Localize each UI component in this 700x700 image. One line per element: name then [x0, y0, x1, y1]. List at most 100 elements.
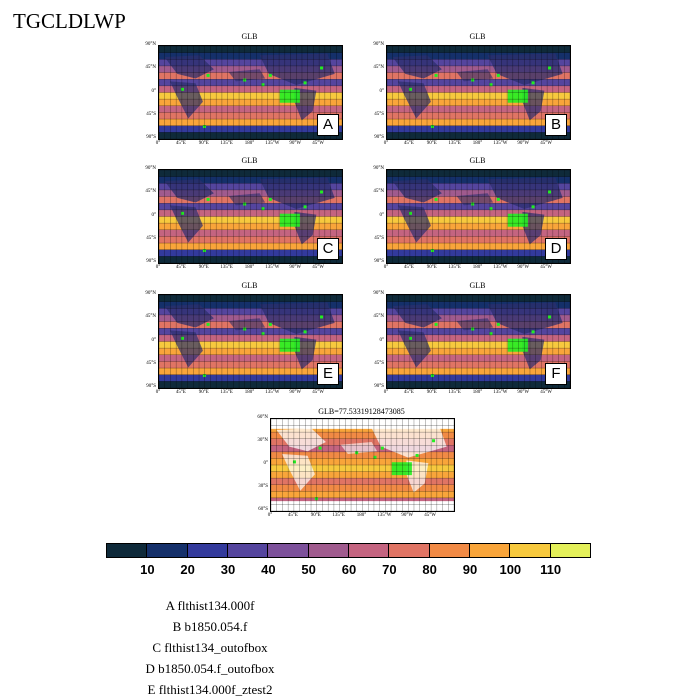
panel-letter: F	[545, 363, 567, 385]
lat-tick-label: 90°S	[146, 384, 156, 389]
lon-tick-label: 135°W	[493, 265, 508, 270]
lon-tick-label: 0°	[155, 390, 161, 395]
lon-tick-label: 45°W	[540, 265, 552, 270]
lon-tick-label: 45°W	[312, 141, 324, 146]
lat-tick-label: 45°S	[374, 360, 384, 366]
colorbar-label: 80	[422, 562, 437, 577]
lat-tick-label: 90°N	[373, 166, 384, 171]
lat-tick-label: 45°S	[146, 111, 156, 117]
lat-tick-label: 0°	[151, 212, 157, 218]
colorbar-swatch	[388, 543, 430, 558]
lon-tick-label: 0°	[155, 265, 161, 270]
lat-tick-label: 60°S	[258, 507, 268, 512]
map-plot	[270, 418, 455, 512]
lat-tick-label: 45°N	[145, 65, 156, 71]
lon-tick-label: 90°W	[517, 265, 530, 270]
colorbar-label: 30	[220, 562, 236, 577]
lon-tick-label: 45°E	[175, 390, 186, 395]
lon-tick-label: 0°	[383, 265, 389, 270]
lon-tick-label: 45°E	[403, 141, 414, 146]
colorbar-label: 20	[180, 562, 195, 577]
lon-tick-label: 180°	[244, 265, 255, 270]
panel-title: GLB	[469, 32, 486, 41]
legend-item: B b1850.054.f	[172, 619, 248, 634]
lat-tick-label: 90°S	[146, 135, 156, 140]
lat-tick-label: 90°S	[374, 259, 384, 264]
lon-tick-label: 135°E	[332, 513, 345, 518]
lon-tick-label: 135°E	[448, 390, 461, 395]
lon-tick-label: 90°W	[289, 141, 302, 146]
lon-tick-label: 45°E	[175, 141, 186, 146]
lat-tick-label: 0°	[151, 337, 157, 343]
map-plot: E	[158, 294, 343, 389]
colorbar-label: 10	[140, 562, 155, 577]
lon-tick-label: 45°W	[312, 265, 324, 270]
panel-letter: B	[545, 114, 567, 136]
lon-tick-label: 90°W	[517, 390, 530, 395]
lon-tick-label: 45°W	[312, 390, 324, 395]
lon-tick-label: 135°E	[220, 141, 233, 146]
lon-tick-label: 135°W	[493, 141, 508, 146]
legend-item: C flthist134_outofbox	[152, 640, 268, 655]
lon-tick-label: 0°	[155, 141, 161, 146]
lat-tick-label: 45°S	[146, 360, 156, 366]
lon-tick-label: 135°E	[448, 141, 461, 146]
lon-tick-label: 45°W	[424, 513, 436, 518]
lat-tick-label: 45°N	[145, 189, 156, 195]
lat-tick-label: 45°N	[373, 314, 384, 320]
colorbar-swatch	[549, 543, 591, 558]
lat-tick-label: 45°S	[374, 235, 384, 241]
lat-tick-label: 90°S	[146, 259, 156, 264]
panel-title: GLB	[469, 281, 486, 290]
panel-title: GLB	[469, 156, 486, 165]
colorbar-label: 40	[261, 562, 276, 577]
lon-tick-label: 180°	[472, 390, 483, 395]
lon-tick-label: 0°	[267, 513, 273, 518]
map-plot: C	[158, 169, 343, 264]
lon-tick-label: 45°E	[403, 390, 414, 395]
lat-tick-label: 0°	[379, 337, 385, 343]
panel-letter: E	[317, 363, 339, 385]
lon-tick-label: 45°E	[287, 513, 298, 518]
colorbar-swatch	[468, 543, 511, 558]
lat-tick-label: 0°	[151, 88, 157, 94]
lat-tick-label: 45°S	[374, 111, 384, 117]
lon-tick-label: 90°W	[289, 390, 302, 395]
legend-item: E flthist134.000f_ztest2	[147, 682, 273, 697]
panel-title: GLB	[241, 32, 258, 41]
colorbar-swatch	[428, 543, 470, 558]
panel-letter: D	[545, 238, 567, 260]
map-plot: B	[386, 45, 571, 140]
lon-tick-label: 180°	[244, 390, 255, 395]
lon-tick-label: 90°E	[198, 390, 209, 395]
lon-tick-label: 135°W	[265, 390, 280, 395]
panel-letter: C	[317, 238, 339, 260]
panel-title: GLB=77.53319128473085	[318, 407, 405, 416]
lon-tick-label: 135°W	[265, 265, 280, 270]
lon-tick-label: 135°W	[265, 141, 280, 146]
colorbar-label: 60	[341, 562, 357, 577]
panel-title: GLB	[241, 281, 258, 290]
lon-tick-label: 45°W	[540, 390, 552, 395]
colorbar-swatch	[267, 543, 309, 558]
colorbar-swatch	[186, 543, 228, 558]
map-plot: D	[386, 169, 571, 264]
lon-tick-label: 45°E	[175, 265, 186, 270]
lat-tick-label: 90°N	[145, 291, 156, 296]
lat-tick-label: 45°S	[146, 235, 156, 241]
lon-tick-label: 90°W	[517, 141, 530, 146]
lat-tick-label: 30°S	[258, 484, 268, 489]
lon-tick-label: 45°W	[540, 141, 552, 146]
lon-tick-label: 90°W	[289, 265, 302, 270]
colorbar-swatch	[226, 543, 269, 558]
colorbar-label: 110	[540, 562, 562, 577]
lon-tick-label: 90°E	[426, 265, 437, 270]
colorbar-swatch	[347, 543, 390, 558]
lon-tick-label: 90°E	[310, 513, 321, 518]
colorbar-label: 70	[382, 562, 397, 577]
lat-tick-label: 45°N	[373, 189, 384, 195]
lon-tick-label: 90°W	[401, 513, 414, 518]
colorbar	[106, 543, 591, 558]
colorbar-label: 100	[499, 562, 522, 577]
lat-tick-label: 0°	[379, 212, 385, 218]
